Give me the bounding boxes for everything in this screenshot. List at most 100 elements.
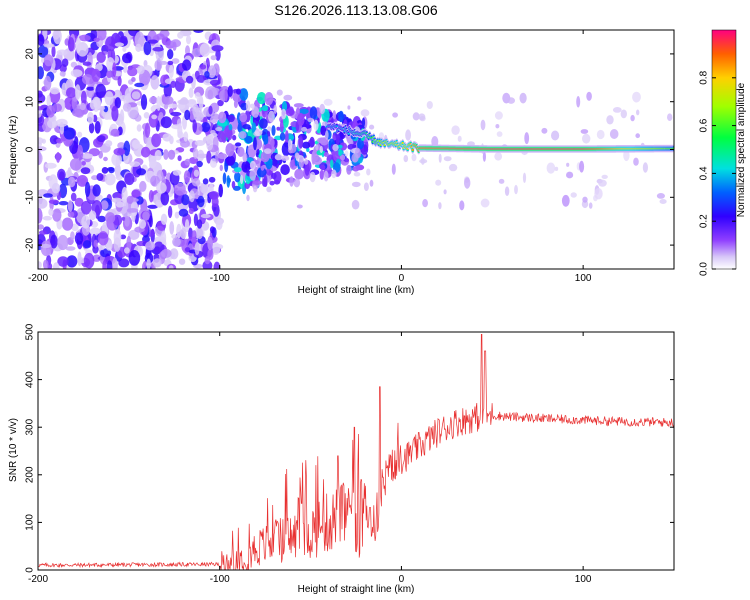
spectrogram-cell: [143, 41, 152, 56]
spectrogram-cell: [438, 153, 442, 163]
spectrogram-cell: [170, 111, 182, 117]
spectrogram-cell: [253, 185, 258, 193]
spectrogram-cell: [188, 87, 194, 98]
colorbar-gradient: [711, 29, 737, 270]
spectrogram-cell: [81, 215, 91, 229]
spectrogram-cell: [296, 204, 303, 209]
y-tick-label: -20: [25, 237, 36, 252]
spectrogram-cell: [435, 179, 442, 186]
spectrogram-cell: [96, 30, 107, 41]
spectrogram-cell: [114, 42, 124, 47]
spectrogram-cell: [180, 139, 190, 148]
spectrogram-cell: [128, 250, 141, 266]
spectrogram-cell: [134, 82, 145, 88]
spectrogram-cell: [620, 109, 627, 119]
spectrogram-cell: [391, 163, 396, 175]
spectrogram-cell: [208, 191, 220, 200]
spectrogram-cell: [498, 178, 505, 184]
spectrogram-cell: [249, 169, 257, 181]
spectrogram-cell: [357, 138, 364, 150]
spectrogram-cell: [369, 179, 374, 187]
spectrogram-cell: [351, 199, 360, 210]
spectrogram-cell: [323, 98, 333, 106]
spectrogram-cell: [97, 215, 106, 223]
spectrogram-cell: [117, 76, 122, 87]
spectrogram-cell: [582, 133, 591, 144]
spectrogram-cell: [252, 180, 263, 186]
spectrogram-cell: [576, 96, 581, 108]
spectrogram-cell: [325, 130, 329, 140]
spectrogram-cell: [346, 164, 352, 175]
spectrogram-cell: [57, 256, 69, 267]
spectrogram-cell: [411, 153, 417, 162]
spectrogram-cell: [149, 155, 157, 169]
spectrogram-cell: [319, 169, 324, 180]
spectrogram-cell: [160, 191, 170, 206]
spectrogram-cell: [69, 158, 82, 171]
spectrogram-cell: [38, 66, 44, 80]
spectrogram-cell: [217, 99, 224, 107]
spectrogram-cell: [193, 169, 200, 177]
spectrogram-cell: [313, 119, 319, 131]
spectrogram-cell: [154, 59, 163, 71]
spectrogram-cell: [202, 260, 213, 269]
spectrogram-cell: [70, 69, 83, 78]
spectrogram-cell: [245, 100, 251, 112]
spectrogram-cell: [211, 45, 224, 52]
spectrogram-cell: [210, 130, 216, 135]
spectrogram-cell: [150, 75, 160, 90]
snr-x-ticks: -200 -100 0 100: [28, 332, 592, 585]
spectrogram-cell: [347, 105, 351, 110]
spectrogram-cell: [146, 258, 151, 269]
spectrogram-cell: [204, 256, 211, 265]
spectrogram-cell: [38, 110, 42, 118]
spectrogram-cell: [459, 200, 465, 211]
spectrogram-cell: [181, 194, 190, 206]
spectrogram-cell: [594, 188, 603, 200]
spectrogram-cell: [411, 148, 414, 151]
spectrogram-cell: [215, 48, 221, 61]
spectrogram-cell: [431, 136, 439, 148]
spectrogram-cell: [113, 147, 126, 156]
spectrogram-cell: [148, 215, 153, 228]
spectrogram-cell: [131, 91, 141, 100]
spectrogram-cell: [183, 131, 189, 142]
spectrogram-cell: [168, 65, 174, 79]
spectrogram-cell: [207, 236, 213, 251]
spectrogram-cell: [135, 43, 142, 53]
spectrogram-cell: [77, 131, 83, 138]
spectrogram-cell: [151, 114, 158, 120]
spectrogram-cell: [302, 141, 311, 149]
spectrogram-cell: [612, 107, 622, 113]
spectrogram-cell: [213, 261, 221, 269]
spectrogram-cell: [184, 158, 191, 166]
colorbar: 0.0 0.2 0.4 0.6 0.8 Normalized spectral ampl…: [699, 29, 747, 276]
spectrogram-cell: [104, 91, 114, 106]
spectrogram-cell: [254, 128, 263, 137]
spectrogram-cell: [332, 144, 339, 152]
snr-panel: -200 -100 0 100 0 100 200 300 400 500 Height of …: [8, 323, 675, 595]
spectrogram-x-ticks: -200 -100 0 100: [28, 30, 592, 284]
spectrogram-cell: [197, 195, 205, 208]
spectrogram-cell: [44, 162, 57, 169]
spectrogram-cell: [177, 99, 189, 105]
spectrogram-cell: [276, 89, 283, 96]
spectrogram-cell: [280, 155, 290, 161]
spectrogram-cell: [331, 169, 337, 179]
spectrogram-cell: [207, 65, 217, 78]
spectrogram-cell: [176, 223, 182, 239]
spectrogram-cell: [519, 92, 527, 104]
spectrogram-cell: [251, 106, 260, 118]
spectrogram-cell: [263, 133, 269, 146]
figure-title: S126.2026.113.13.08.G06: [274, 2, 437, 18]
spectrogram-cell: [218, 111, 227, 124]
spectrogram-cell: [320, 125, 327, 136]
spectrogram-cell: [40, 243, 51, 249]
spectrogram-cell: [227, 85, 233, 97]
spectrogram-cell: [598, 179, 607, 187]
spectrogram-cell: [51, 182, 61, 194]
spectrogram-cell: [113, 229, 122, 245]
spectrogram-cell: [77, 251, 82, 267]
spectrogram-cell: [319, 103, 326, 115]
